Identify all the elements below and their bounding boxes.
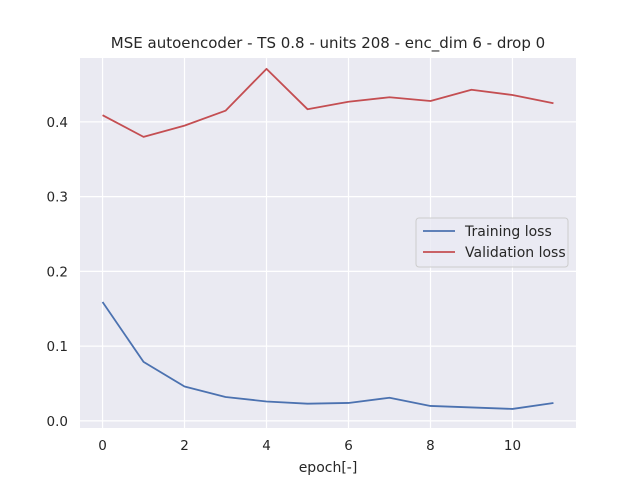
x-axis-label: epoch[-]: [299, 460, 358, 476]
y-tick-label: 0.0: [47, 414, 68, 430]
y-tick-label: 0.3: [47, 190, 68, 206]
y-tick-label: 0.4: [47, 115, 68, 131]
x-axis-ticks: 0 2 4 6 8 10: [98, 438, 521, 454]
y-tick-label: 0.1: [47, 339, 68, 355]
chart-title: MSE autoencoder - TS 0.8 - units 208 - e…: [111, 34, 545, 53]
legend-label-validation-loss: Validation loss: [465, 245, 566, 261]
x-tick-label: 0: [98, 438, 107, 454]
y-axis-ticks: 0.0 0.1 0.2 0.3 0.4: [47, 115, 68, 430]
x-tick-label: 2: [180, 438, 189, 454]
series-line-validation-loss: [102, 67, 554, 138]
legend-label-training-loss: Training loss: [464, 224, 552, 240]
x-tick-label: 6: [344, 438, 353, 454]
x-tick-label: 4: [262, 438, 271, 454]
series-line-training-loss: [101, 301, 554, 410]
x-tick-label: 10: [504, 438, 521, 454]
x-tick-label: 8: [426, 438, 435, 454]
series-layer: [101, 67, 554, 410]
legend: Training loss Validation loss: [415, 217, 569, 268]
y-tick-label: 0.2: [47, 264, 68, 280]
grid-lines: [80, 58, 576, 428]
